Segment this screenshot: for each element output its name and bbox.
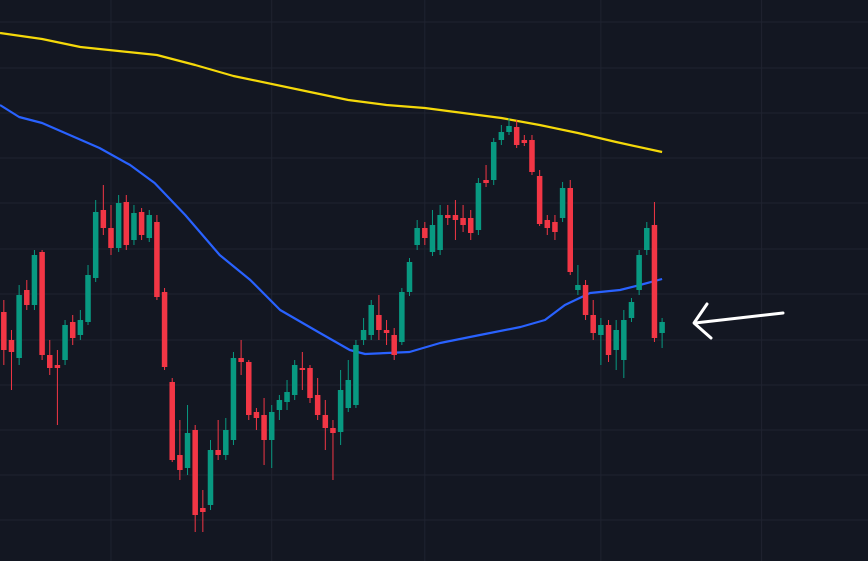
candle-body <box>207 450 214 505</box>
candle-body <box>161 292 168 367</box>
candle-body <box>383 330 390 333</box>
candle-body <box>621 320 627 360</box>
candle-body <box>330 428 336 433</box>
candle-body <box>8 340 15 352</box>
moving-average-line <box>0 31 663 154</box>
candle-body <box>223 430 229 455</box>
candle-body <box>506 126 512 132</box>
candle-body <box>85 275 91 322</box>
candle-body <box>429 225 436 252</box>
candle-body <box>54 365 61 368</box>
candle-body <box>268 412 275 440</box>
candle-body <box>651 225 658 338</box>
candle-body <box>284 392 290 402</box>
candle-body <box>422 228 428 238</box>
candle-body <box>291 365 298 395</box>
candle-body <box>414 228 420 245</box>
candle-body <box>460 218 466 225</box>
candle-body <box>184 433 191 468</box>
candle-body <box>16 295 22 358</box>
candle-body <box>337 390 344 432</box>
candles <box>1 118 665 532</box>
candle-body <box>391 335 397 355</box>
arrow-annotation <box>692 302 785 340</box>
candle-body <box>108 228 114 248</box>
candle-body <box>536 176 543 224</box>
candle-body <box>544 220 551 228</box>
candle-body <box>123 202 130 245</box>
candle-body <box>77 320 84 335</box>
candle-body <box>115 203 122 248</box>
candle-body <box>521 140 528 143</box>
candle-body <box>261 415 267 440</box>
candle-body <box>490 142 497 180</box>
candle-body <box>138 212 145 235</box>
moving-averages <box>0 31 663 356</box>
candle-body <box>62 325 68 360</box>
candle-body <box>452 215 459 220</box>
candle-body <box>31 255 38 305</box>
candle-body <box>69 322 76 338</box>
candle-body <box>467 218 474 233</box>
candle-body <box>192 430 198 515</box>
candle-body <box>605 325 612 355</box>
candle-body <box>215 450 221 455</box>
candle-body <box>445 215 451 218</box>
candle-body <box>92 212 99 278</box>
candle-body <box>307 368 313 398</box>
candle-body <box>314 395 321 415</box>
candle-body <box>177 455 183 470</box>
candle-body <box>567 188 574 272</box>
candle-body <box>513 127 520 145</box>
arrow-head <box>692 302 713 340</box>
candle-body <box>24 290 30 305</box>
candle-body <box>154 222 160 297</box>
candle-body <box>253 412 260 418</box>
candle-body <box>200 508 206 512</box>
arrow-shaft <box>693 311 785 325</box>
candle-body <box>100 210 107 228</box>
candle-body <box>376 315 382 330</box>
candle-body <box>246 362 252 415</box>
candle-body <box>559 188 566 218</box>
moving-average-line <box>0 104 663 356</box>
candle-body <box>575 285 581 290</box>
candle-body <box>483 180 489 183</box>
candle-body <box>353 345 359 405</box>
candle-body <box>582 285 589 315</box>
candle-body <box>322 415 329 428</box>
candle-body <box>1 312 7 350</box>
candle-body <box>169 382 175 460</box>
candle-body <box>131 213 137 240</box>
candle-body <box>613 330 619 350</box>
candle-body <box>552 222 558 232</box>
candle-body <box>406 262 413 292</box>
candle-body <box>628 302 635 318</box>
candle-body <box>368 305 374 335</box>
candle-body <box>230 358 237 440</box>
candle-body <box>529 140 535 172</box>
candle-body <box>399 292 405 342</box>
candle-body <box>636 255 642 290</box>
candle-body <box>659 322 665 333</box>
candle-body <box>299 368 306 370</box>
candle-body <box>437 215 443 250</box>
candle-body <box>590 315 596 333</box>
candle-body <box>238 358 244 362</box>
candle-body <box>345 380 352 408</box>
candle-body <box>276 400 283 410</box>
candle-body <box>360 330 367 340</box>
candle-body <box>146 215 153 238</box>
candle-body <box>475 183 482 230</box>
candle-body <box>498 132 505 140</box>
candle-body <box>39 252 45 355</box>
candle-body <box>598 325 604 335</box>
candle-body <box>46 355 53 368</box>
candle-body <box>644 228 650 250</box>
